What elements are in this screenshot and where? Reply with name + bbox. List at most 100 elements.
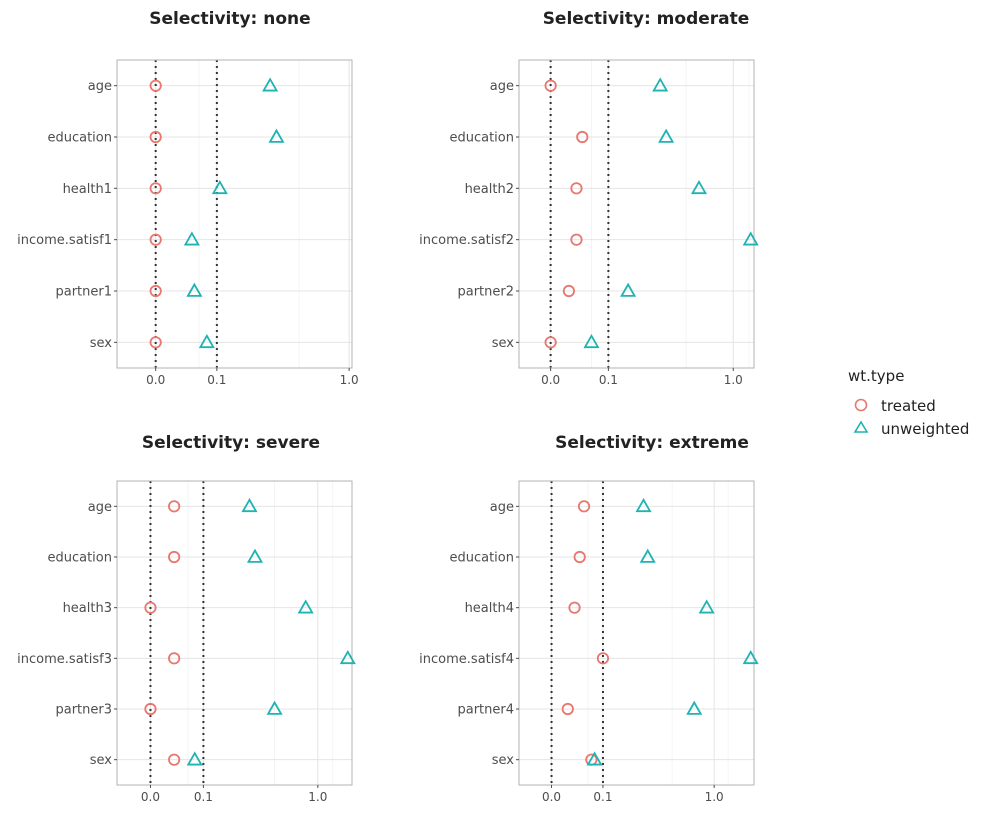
unweighted-point — [742, 650, 759, 665]
y-tick-label: age — [490, 79, 514, 94]
unweighted-point — [586, 751, 603, 766]
panel-background — [519, 60, 754, 368]
legend-label-treated: treated — [881, 397, 936, 415]
treated-point — [168, 652, 181, 665]
y-tick-label: sex — [90, 336, 113, 351]
panel-background — [117, 481, 352, 785]
y-tick-label: age — [88, 500, 112, 515]
unweighted-point — [652, 77, 669, 92]
treated-point — [144, 702, 157, 716]
panel-1: Selectivity: none age education health1 inco… — [17, 9, 358, 387]
treated-point — [149, 182, 162, 195]
unweighted-point — [198, 334, 215, 349]
treated-point — [596, 652, 610, 665]
y-tick-label: sex — [492, 336, 515, 351]
treated-point — [149, 130, 162, 144]
y-tick-label: education — [47, 551, 112, 566]
treated-point — [168, 500, 181, 513]
treated-point — [570, 182, 583, 195]
legend-triangle-icon — [853, 420, 869, 433]
panel-border — [518, 480, 755, 786]
unweighted-point — [297, 599, 314, 614]
y-tick-label: age — [490, 500, 514, 515]
treated-point — [576, 130, 589, 144]
treated-point — [561, 702, 574, 716]
x-tick-label: 0.0 — [141, 790, 160, 804]
panel-2: Selectivity: moderate age education health2… — [419, 9, 759, 387]
panel-background — [117, 60, 352, 368]
treated-point — [544, 79, 557, 92]
x-tick-label: 0.1 — [593, 790, 612, 804]
unweighted-point — [698, 599, 715, 614]
panel-title: Selectivity: none — [149, 9, 310, 29]
panel-3: Selectivity: severe age education health3 in… — [17, 433, 356, 804]
treated-point — [149, 336, 162, 349]
unweighted-point — [620, 282, 637, 297]
unweighted-point — [635, 498, 652, 513]
unweighted-point — [268, 128, 285, 143]
treated-point — [577, 500, 591, 513]
y-tick-label: health1 — [63, 182, 112, 197]
legend-circle-icon — [854, 398, 868, 412]
x-tick-label: 1.0 — [724, 373, 743, 387]
panel-border — [116, 59, 353, 369]
unweighted-point — [686, 700, 703, 715]
y-tick-label: income.satisf2 — [419, 233, 514, 248]
treated-point — [149, 284, 162, 298]
y-tick-label: partner2 — [457, 285, 514, 300]
unweighted-point — [241, 498, 258, 513]
y-tick-label: income.satisf3 — [17, 652, 112, 667]
unweighted-point — [183, 231, 200, 246]
x-tick-label: 0.1 — [207, 373, 226, 387]
unweighted-point — [246, 548, 264, 563]
panel-title: Selectivity: extreme — [555, 433, 749, 453]
treated-point — [573, 550, 586, 564]
unweighted-point — [266, 700, 283, 715]
y-tick-label: sex — [90, 753, 113, 768]
unweighted-point — [658, 128, 675, 143]
unweighted-point — [742, 231, 759, 246]
x-tick-label: 1.0 — [340, 373, 359, 387]
x-tick-label: 0.1 — [194, 790, 213, 804]
y-tick-label: age — [88, 79, 112, 94]
y-tick-label: education — [47, 131, 112, 146]
unweighted-point — [690, 180, 708, 195]
treated-point — [544, 336, 557, 349]
y-tick-label: health3 — [63, 601, 112, 616]
panel-4: Selectivity: extreme age education health4 i… — [419, 433, 759, 804]
unweighted-point — [186, 282, 203, 297]
x-tick-label: 1.0 — [705, 790, 724, 804]
legend-title: wt.type — [848, 367, 904, 385]
x-tick-label: 1.0 — [308, 790, 327, 804]
y-tick-label: partner4 — [457, 703, 514, 718]
x-tick-label: 0.0 — [146, 373, 165, 387]
treated-point — [144, 601, 157, 614]
y-tick-label: health4 — [465, 601, 514, 616]
treated-point — [168, 753, 181, 766]
y-tick-label: education — [449, 551, 514, 566]
treated-point — [570, 233, 583, 246]
panel-border — [116, 480, 353, 786]
x-tick-label: 0.0 — [541, 373, 560, 387]
legend-label-unweighted: unweighted — [881, 420, 969, 438]
y-tick-label: education — [449, 131, 514, 146]
legend: wt.type treated unweighted — [848, 367, 969, 438]
unweighted-point — [211, 180, 228, 195]
unweighted-point — [262, 77, 279, 92]
treated-point — [568, 601, 581, 614]
x-tick-label: 0.0 — [542, 790, 561, 804]
y-tick-label: partner1 — [55, 285, 112, 300]
y-tick-label: health2 — [465, 182, 514, 197]
unweighted-point — [186, 751, 203, 766]
treated-point — [562, 284, 575, 298]
y-tick-label: sex — [492, 753, 515, 768]
panel-title: Selectivity: severe — [142, 433, 320, 453]
panel-title: Selectivity: moderate — [543, 9, 750, 29]
unweighted-point — [583, 334, 600, 349]
treated-point — [149, 79, 162, 92]
treated-point — [149, 233, 162, 246]
panel-border — [518, 59, 755, 369]
y-tick-label: partner3 — [55, 703, 112, 718]
panel-background — [519, 481, 754, 785]
